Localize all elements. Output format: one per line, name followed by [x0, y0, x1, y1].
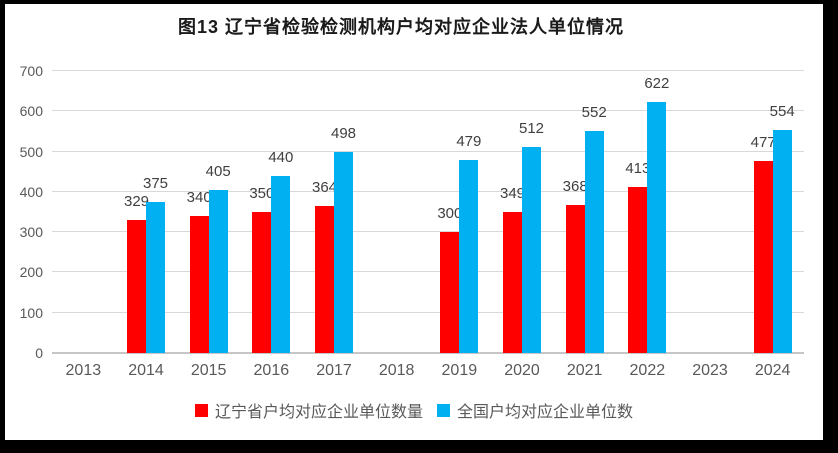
gridline — [52, 70, 804, 71]
y-tick-label: 200 — [19, 264, 43, 281]
chart-canvas: 图13 辽宁省检验检测机构户均对应企业法人单位情况 0 100 200 300 400 5… — [5, 4, 823, 440]
chart-title: 图13 辽宁省检验检测机构户均对应企业法人单位情况 — [177, 17, 625, 37]
data-label: 340 — [186, 189, 212, 207]
gridline — [52, 231, 804, 233]
gridline — [52, 271, 804, 273]
y-tick-label: 600 — [19, 103, 43, 120]
data-label: 350 — [249, 185, 275, 202]
x-tick-label: 2023 — [692, 362, 728, 379]
x-axis: 2013 2014 2015 2016 2017 2018 2019 2020 2021 2022… — [52, 362, 804, 382]
x-tick-label: 2015 — [190, 362, 227, 379]
bar-liaoning-2022 — [628, 186, 648, 353]
y-tick-label: 500 — [19, 143, 43, 160]
x-tick-label: 2017 — [316, 362, 352, 379]
x-tick-label: 2020 — [504, 362, 540, 379]
bar-national-2022 — [647, 102, 667, 353]
data-label: 413 — [625, 159, 651, 177]
x-tick-label: 2016 — [253, 362, 290, 379]
y-tick-label: 0 — [35, 345, 43, 361]
x-tick-label: 2013 — [65, 362, 102, 379]
data-label: 622 — [644, 75, 670, 93]
bar-national-2021 — [584, 130, 604, 353]
plot-area: 329 375 340 405 350 440 364 498 300 479 349 512 368 5… — [52, 70, 804, 354]
legend-swatch-blue-icon — [437, 403, 450, 417]
x-axis-line — [52, 352, 804, 354]
data-label: 368 — [562, 177, 588, 195]
y-tick-label: 100 — [19, 304, 43, 321]
bar-liaoning-2016 — [252, 212, 272, 353]
data-label: 405 — [205, 162, 231, 180]
data-label: 554 — [769, 102, 795, 120]
bar-national-2019 — [459, 160, 479, 353]
gridline — [52, 150, 804, 152]
gridline — [52, 190, 804, 192]
data-label: 329 — [123, 193, 150, 211]
legend-item-national: 全国户均对应企业单位数 — [437, 398, 633, 422]
data-label: 479 — [456, 133, 482, 151]
legend-label-national: 全国户均对应企业单位数 — [457, 404, 634, 421]
x-tick-label: 2022 — [629, 362, 666, 379]
x-tick-label: 2021 — [566, 362, 603, 379]
bar-national-2014 — [146, 201, 165, 353]
x-tick-label: 2018 — [378, 362, 415, 379]
gridline — [52, 110, 804, 112]
data-label: 349 — [499, 185, 526, 203]
legend: 辽宁省户均对应企业单位数量 全国户均对应企业单位数 — [5, 398, 823, 422]
data-label: 477 — [750, 133, 776, 151]
bar-national-2020 — [522, 146, 541, 353]
x-tick-label: 2024 — [754, 362, 791, 379]
data-label: 498 — [330, 125, 357, 143]
bar-liaoning-2020 — [503, 212, 522, 353]
data-label: 512 — [518, 119, 545, 137]
data-label: 300 — [437, 205, 463, 223]
y-tick-label: 400 — [19, 183, 43, 200]
bar-national-2017 — [334, 152, 353, 353]
data-label: 375 — [142, 174, 169, 192]
y-tick-label: 700 — [19, 63, 43, 79]
x-tick-label: 2019 — [441, 362, 478, 379]
bar-liaoning-2014 — [127, 220, 146, 353]
y-axis: 0 100 200 300 400 500 600 700 — [5, 63, 43, 361]
bar-national-2015 — [208, 189, 228, 353]
bar-national-2016 — [271, 175, 291, 353]
data-label: 364 — [311, 179, 338, 197]
bar-liaoning-2019 — [440, 232, 460, 353]
legend-label-liaoning: 辽宁省户均对应企业单位数量 — [214, 404, 423, 421]
legend-swatch-red-icon — [194, 403, 208, 417]
bar-national-2024 — [772, 129, 792, 353]
y-tick-label: 300 — [19, 224, 43, 241]
bar-liaoning-2017 — [315, 206, 334, 353]
data-label: 440 — [268, 148, 294, 166]
gridline — [52, 311, 804, 313]
data-label: 552 — [581, 103, 607, 121]
bar-liaoning-2024 — [753, 160, 773, 353]
bar-liaoning-2021 — [565, 204, 585, 353]
bar-liaoning-2015 — [189, 216, 209, 353]
legend-item-liaoning: 辽宁省户均对应企业单位数量 — [194, 398, 423, 422]
x-tick-label: 2014 — [128, 362, 164, 379]
